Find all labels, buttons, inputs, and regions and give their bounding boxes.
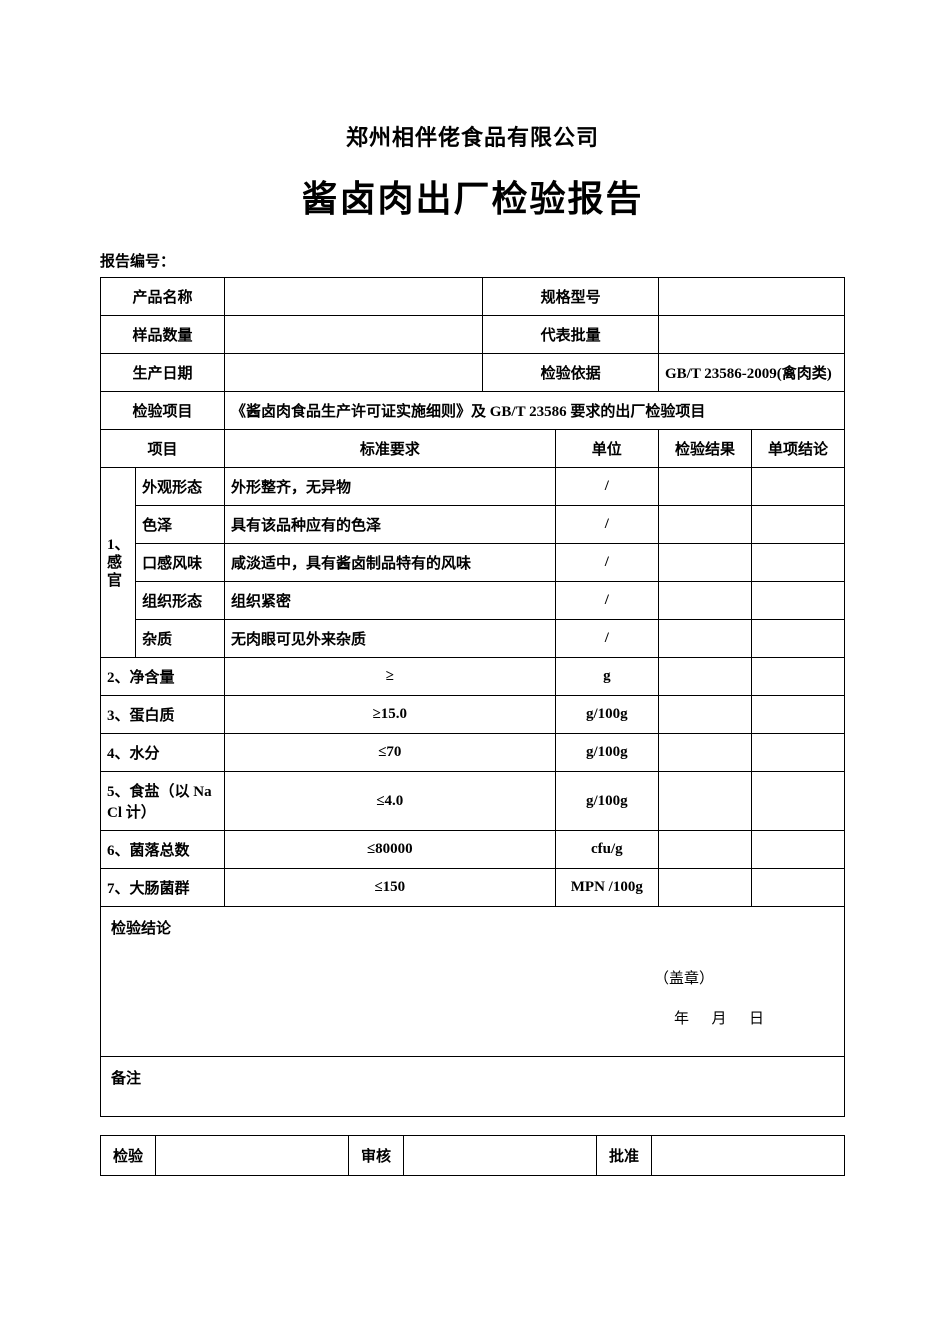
col-std: 标准要求 (225, 430, 556, 468)
row-unit: g/100g (555, 734, 658, 772)
inspect-label: 检验 (101, 1136, 156, 1176)
sensory-std: 具有该品种应有的色泽 (225, 506, 556, 544)
row-result (658, 734, 751, 772)
sensory-result (658, 544, 751, 582)
remark-label: 备注 (111, 1071, 141, 1087)
sensory-name: 外观形态 (136, 468, 225, 506)
sensory-name: 杂质 (136, 620, 225, 658)
row-unit: g/100g (555, 696, 658, 734)
stamp-text: （盖章） (654, 967, 714, 988)
product-name-value (225, 278, 483, 316)
row-single (751, 658, 844, 696)
remark-cell: 备注 (101, 1057, 845, 1117)
sensory-single (751, 582, 844, 620)
report-title: 酱卤肉出厂检验报告 (100, 170, 845, 222)
row-name: 7、大肠菌群 (101, 869, 225, 907)
sensory-std: 咸淡适中，具有酱卤制品特有的风味 (225, 544, 556, 582)
batch-value (658, 316, 844, 354)
company-name: 郑州相伴佬食品有限公司 (100, 120, 845, 152)
row-std: ≤150 (225, 869, 556, 907)
row-result (658, 696, 751, 734)
approve-label: 批准 (597, 1136, 652, 1176)
row-single (751, 772, 844, 831)
row-result (658, 772, 751, 831)
review-value (404, 1136, 597, 1176)
row-std: ≥ (225, 658, 556, 696)
sensory-std: 无肉眼可见外来杂质 (225, 620, 556, 658)
prod-date-label: 生产日期 (101, 354, 225, 392)
product-name-label: 产品名称 (101, 278, 225, 316)
main-table: 产品名称 规格型号 样品数量 代表批量 生产日期 检验依据 GB/T 23586… (100, 277, 845, 1117)
sensory-name: 组织形态 (136, 582, 225, 620)
sensory-single (751, 506, 844, 544)
row-name: 4、水分 (101, 734, 225, 772)
row-name: 3、蛋白质 (101, 696, 225, 734)
items-text: 《酱卤肉食品生产许可证实施细则》及 GB/T 23586 要求的出厂检验项目 (225, 392, 845, 430)
row-single (751, 696, 844, 734)
date-line: 年 月 日 (674, 1007, 764, 1028)
sensory-std: 组织紧密 (225, 582, 556, 620)
prod-date-value (225, 354, 483, 392)
row-result (658, 658, 751, 696)
col-single: 单项结论 (751, 430, 844, 468)
row-name: 6、菌落总数 (101, 831, 225, 869)
basis-label: 检验依据 (483, 354, 659, 392)
sensory-single (751, 544, 844, 582)
row-name: 5、食盐（以 NaCl 计） (101, 772, 225, 831)
conclusion-label: 检验结论 (111, 921, 171, 937)
sample-qty-label: 样品数量 (101, 316, 225, 354)
sample-qty-value (225, 316, 483, 354)
row-single (751, 869, 844, 907)
row-std: ≤70 (225, 734, 556, 772)
row-unit: g/100g (555, 772, 658, 831)
approve-value (652, 1136, 845, 1176)
sensory-std: 外形整齐，无异物 (225, 468, 556, 506)
items-label: 检验项目 (101, 392, 225, 430)
row-std: ≤80000 (225, 831, 556, 869)
sensory-unit: / (555, 468, 658, 506)
sensory-result (658, 468, 751, 506)
sensory-result (658, 582, 751, 620)
row-result (658, 831, 751, 869)
sensory-unit: / (555, 506, 658, 544)
sensory-name: 色泽 (136, 506, 225, 544)
row-unit: g (555, 658, 658, 696)
sensory-group: 1、感官 (101, 468, 136, 658)
signature-table: 检验 审核 批准 (100, 1135, 845, 1176)
col-item: 项目 (101, 430, 225, 468)
inspect-value (156, 1136, 349, 1176)
col-unit: 单位 (555, 430, 658, 468)
sensory-name: 口感风味 (136, 544, 225, 582)
review-label: 审核 (349, 1136, 404, 1176)
spec-label: 规格型号 (483, 278, 659, 316)
spec-value (658, 278, 844, 316)
row-unit: MPN /100g (555, 869, 658, 907)
sensory-result (658, 506, 751, 544)
report-number-label: 报告编号： (100, 250, 845, 271)
row-result (658, 869, 751, 907)
sensory-unit: / (555, 544, 658, 582)
row-std: ≥15.0 (225, 696, 556, 734)
sensory-unit: / (555, 582, 658, 620)
sensory-result (658, 620, 751, 658)
col-result: 检验结果 (658, 430, 751, 468)
conclusion-cell: 检验结论 （盖章） 年 月 日 (101, 907, 845, 1057)
basis-value: GB/T 23586-2009(禽肉类) (658, 354, 844, 392)
row-std: ≤4.0 (225, 772, 556, 831)
sensory-single (751, 468, 844, 506)
row-unit: cfu/g (555, 831, 658, 869)
sensory-single (751, 620, 844, 658)
row-name: 2、净含量 (101, 658, 225, 696)
sensory-unit: / (555, 620, 658, 658)
row-single (751, 831, 844, 869)
row-single (751, 734, 844, 772)
batch-label: 代表批量 (483, 316, 659, 354)
